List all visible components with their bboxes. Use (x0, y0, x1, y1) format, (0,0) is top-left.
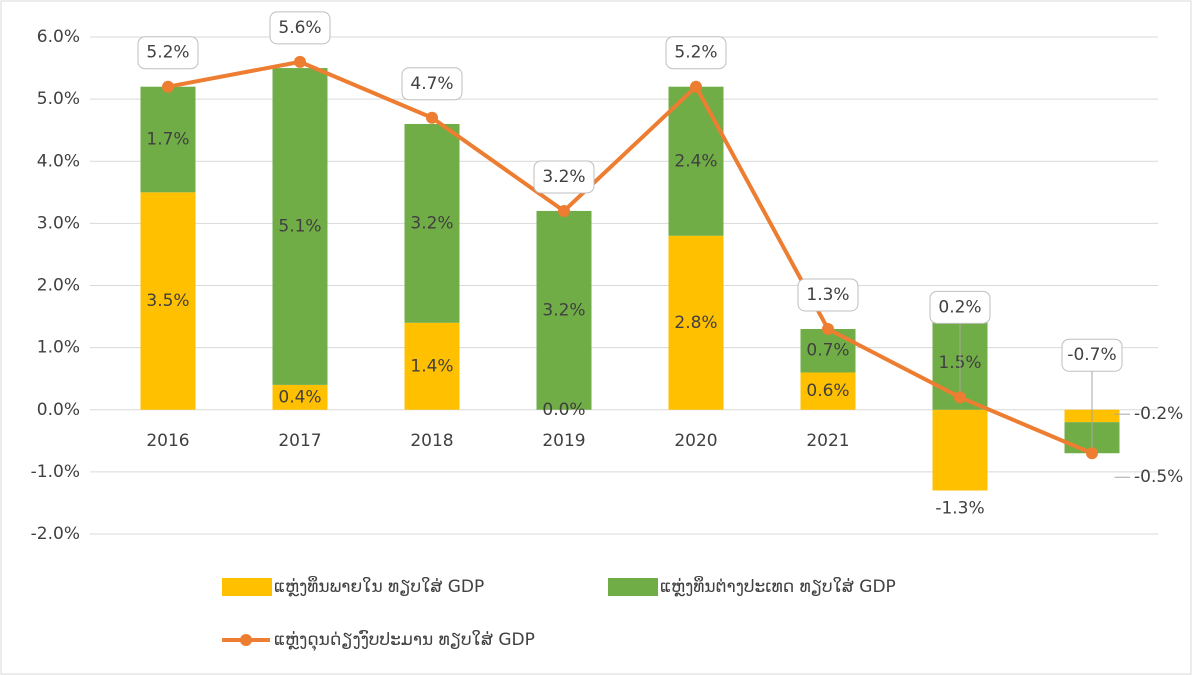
data-label: 1.3% (806, 285, 849, 305)
legend-swatch (608, 578, 658, 596)
line-marker (294, 55, 306, 68)
bar-segment (272, 384, 328, 410)
legend-marker (240, 634, 252, 646)
label-box (665, 36, 727, 70)
y-tick-label: 4.0% (37, 151, 80, 171)
label-box (137, 36, 199, 70)
bar-segment (140, 192, 196, 410)
data-label: 1.4% (410, 356, 453, 376)
data-label: 3.2% (410, 213, 453, 233)
y-tick-label: 0.0% (37, 400, 80, 420)
data-label: 0.4% (278, 387, 321, 407)
line-marker (558, 204, 570, 217)
data-label: 5.2% (146, 43, 189, 63)
bar-segment (404, 322, 460, 410)
label-box (533, 160, 595, 194)
data-label: 0.7% (806, 341, 849, 361)
x-tick-label: 2017 (278, 431, 321, 451)
x-tick-label: 2021 (806, 431, 849, 451)
bar-segment (668, 86, 724, 236)
label-box (269, 11, 331, 45)
y-tick-label: 6.0% (37, 27, 80, 47)
data-label: 0.6% (806, 381, 849, 401)
data-label: -0.5% (1134, 467, 1183, 487)
data-label: 1.7% (146, 130, 189, 150)
x-tick-label: 2020 (674, 431, 717, 451)
legend-swatch (222, 578, 272, 596)
label-box (401, 67, 463, 101)
y-tick-label: -2.0% (31, 524, 80, 544)
line-marker (954, 391, 966, 404)
data-label: 0.2% (938, 297, 981, 317)
data-label: 3.2% (542, 167, 585, 187)
y-tick-label: -1.0% (31, 462, 80, 482)
label-box (1061, 338, 1123, 372)
data-label: 3.2% (542, 300, 585, 320)
x-tick-label: 2016 (146, 431, 189, 451)
line-marker (1086, 447, 1098, 460)
label-box (929, 290, 991, 324)
data-label: -0.7% (1067, 345, 1116, 365)
data-label: 2.4% (674, 151, 717, 171)
line-marker (690, 80, 702, 93)
data-label: 2.8% (674, 313, 717, 333)
legend-label: ແຫຼ່ງທຶນພາຍໃນ ທຽບໃສ່ GDP (274, 576, 484, 598)
line-marker (426, 111, 438, 124)
x-tick-label: 2019 (542, 431, 585, 451)
data-label: 0.0% (542, 400, 585, 420)
y-tick-label: 2.0% (37, 276, 80, 296)
y-tick-label: 1.0% (37, 338, 80, 358)
y-tick-label: 5.0% (37, 89, 80, 109)
bar-segment (272, 68, 328, 385)
bar-segment (668, 235, 724, 410)
legend-label: ແຫຼ່ງດຸນດ່ຽງງົບປະມານ ທຽບໃສ່ GDP (274, 628, 535, 652)
bar-segment (404, 123, 460, 323)
bar-segment (932, 409, 988, 491)
legend-label: ແຫຼ່ງທຶນຕ່າງປະເທດ ທຽບໃສ່ GDP (660, 576, 896, 598)
line (167, 59, 1093, 456)
data-label: 5.1% (278, 216, 321, 236)
bar-segment (140, 86, 196, 193)
data-label: 3.5% (146, 291, 189, 311)
line-marker (162, 80, 174, 93)
data-label: 5.2% (674, 43, 717, 63)
bar-segment (800, 372, 856, 410)
label-box (797, 278, 859, 312)
x-tick-label: 2018 (410, 431, 453, 451)
bar-segment (536, 210, 592, 410)
line-marker (822, 322, 834, 335)
data-label: 5.6% (278, 18, 321, 38)
data-label: 4.7% (410, 74, 453, 94)
data-label: -1.3% (935, 499, 984, 519)
y-tick-label: 3.0% (37, 213, 80, 233)
data-label: -0.2% (1134, 404, 1183, 424)
